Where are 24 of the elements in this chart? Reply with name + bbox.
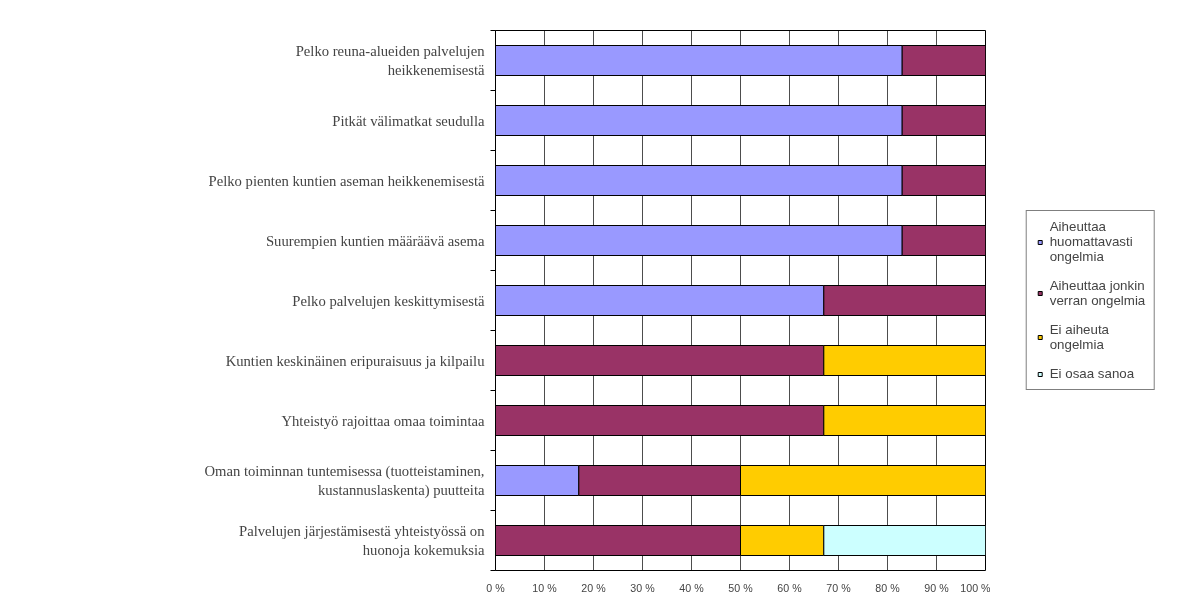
y-tick-label: Suurempien kuntien määräävä asema [265,232,485,249]
x-tick-label: 60 % [777,581,803,594]
x-tick-label: 50 % [728,581,754,594]
x-tick-label: 90 % [924,581,950,594]
y-tick-label: Pitkät välimatkat seudulla [332,112,485,129]
legend-label: Aiheuttaa jonkin verran ongelmia [1049,278,1146,308]
x-tick-label: 40 % [679,581,705,594]
y-tick-label: Palvelujen järjestämisestä yhteistyössä on huonoja kokemuksia [239,522,486,559]
legend-label: Ei osaa sanoa [1049,366,1135,381]
x-tick-label: 80 % [875,581,901,594]
x-tick-label: 100 % [960,581,992,594]
legend-label: Aiheuttaa huomattavasti ongelmia [1049,219,1133,264]
y-tick-label: Pelko palvelujen keskittymisestä [292,292,485,309]
x-tick-label: 20 % [581,581,607,594]
y-tick-label: Yhteistyö rajoittaa omaa toimintaa [281,412,485,429]
y-tick-label: Kuntien keskinäinen eripuraisuus ja kilpailu [225,352,486,369]
y-tick-label: Pelko reuna-alueiden palvelujen heikkenemisestä [295,42,486,79]
y-tick-label: Pelko pienten kuntien aseman heikkenemisestä [208,172,485,189]
legend-label: Ei aiheuta ongelmia [1049,322,1109,352]
x-tick-label: 70 % [826,581,852,594]
x-tick-label: 30 % [630,581,656,594]
y-tick-label: Oman toiminnan tuntemisessa (tuotteistaminen, kustannuslaskenta) puutteita [204,462,485,500]
x-tick-label: 10 % [532,581,558,594]
x-tick-label: 0 % [486,581,506,594]
